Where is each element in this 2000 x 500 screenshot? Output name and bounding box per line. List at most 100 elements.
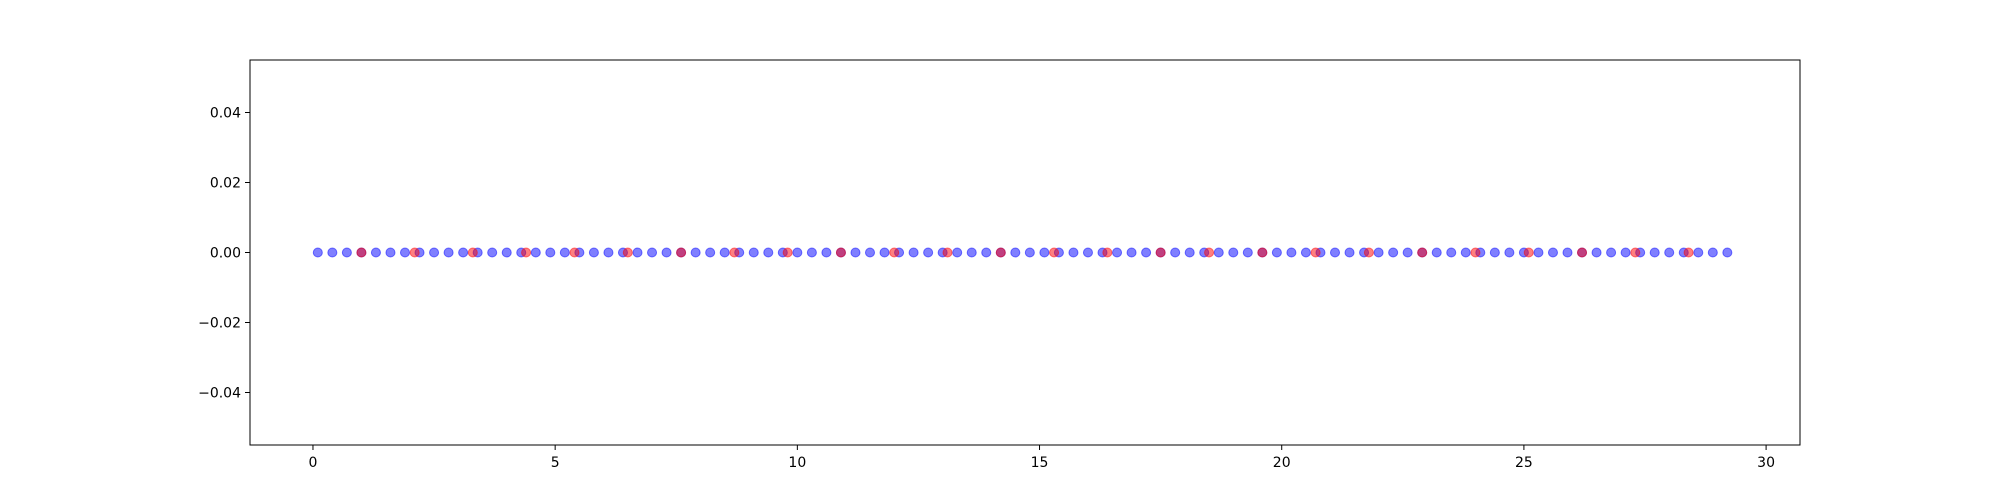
ticks-layer: 0 5 10 15 20 25 30 −0.04 −0.02 0.00 0.02 0.04 [198, 106, 1775, 472]
series-1-point-24 [1630, 247, 1641, 258]
series-0-point-41 [908, 247, 919, 258]
series-1-point-3 [521, 247, 532, 258]
series-1-point-22 [1523, 247, 1534, 258]
series-0-point-2 [341, 247, 352, 258]
series-0-point-79 [1460, 247, 1471, 258]
series-0-point-53 [1082, 247, 1093, 258]
series-1-point-15 [1155, 247, 1166, 258]
series-1-point-11 [942, 247, 953, 258]
series-0-point-33 [792, 247, 803, 258]
x-tick-label: 5 [551, 455, 560, 471]
series-1-point-19 [1363, 247, 1374, 258]
series-1-point-14 [1102, 247, 1113, 258]
series-1-point-16 [1204, 247, 1215, 258]
series-0-point-64 [1242, 247, 1253, 258]
series-1-point-12 [995, 247, 1006, 258]
series-0-point-24 [661, 247, 672, 258]
series-0-point-90 [1620, 247, 1631, 258]
y-tick-label: 0.02 [210, 176, 241, 192]
x-tick-label: 20 [1273, 455, 1291, 471]
y-tick-label: −0.02 [198, 316, 241, 332]
series-0-point-57 [1141, 247, 1152, 258]
series-0-point-88 [1591, 247, 1602, 258]
series-0-point-22 [632, 247, 643, 258]
series-1-point-0 [356, 247, 367, 258]
series-0-point-17 [559, 247, 570, 258]
series-0-point-30 [748, 247, 759, 258]
series-0-point-42 [923, 247, 934, 258]
series-0-point-27 [705, 247, 716, 258]
y-tick-label: −0.04 [198, 386, 241, 402]
series-0-point-73 [1373, 247, 1384, 258]
series-1-point-9 [835, 247, 846, 258]
series-0-point-71 [1344, 247, 1355, 258]
series-0-point-62 [1213, 247, 1224, 258]
series-0-point-35 [821, 247, 832, 258]
series-0-point-49 [1024, 247, 1035, 258]
series-1-point-8 [782, 247, 793, 258]
x-tick-label: 0 [309, 455, 318, 471]
series-0-point-28 [719, 247, 730, 258]
series-0-point-10 [458, 247, 469, 258]
points-layer [312, 247, 1733, 258]
series-0-point-12 [487, 247, 498, 258]
series-0-point-20 [603, 247, 614, 258]
series-0-point-8 [429, 247, 440, 258]
series-0-point-4 [370, 247, 381, 258]
series-0-point-63 [1228, 247, 1239, 258]
series-0-point-75 [1402, 247, 1413, 258]
series-0-point-68 [1300, 247, 1311, 258]
series-0-point-77 [1431, 247, 1442, 258]
series-0-point-66 [1271, 247, 1282, 258]
series-1-point-18 [1310, 247, 1321, 258]
series-1-point-5 [622, 247, 633, 258]
series-0-point-56 [1126, 247, 1137, 258]
series-0-point-13 [501, 247, 512, 258]
series-0-point-46 [981, 247, 992, 258]
series-1-point-4 [569, 247, 580, 258]
series-0-point-23 [647, 247, 658, 258]
series-0-point-74 [1388, 247, 1399, 258]
series-0-point-39 [879, 247, 890, 258]
series-0-point-96 [1707, 247, 1718, 258]
y-tick-label: 0.04 [210, 106, 241, 122]
series-0-point-15 [530, 247, 541, 258]
series-0-point-55 [1112, 247, 1123, 258]
series-0-point-82 [1504, 247, 1515, 258]
series-0-point-44 [952, 247, 963, 258]
series-1-point-13 [1049, 247, 1060, 258]
x-tick-label: 25 [1515, 455, 1533, 471]
series-0-point-59 [1170, 247, 1181, 258]
series-0-point-67 [1286, 247, 1297, 258]
series-0-point-92 [1649, 247, 1660, 258]
series-0-point-45 [966, 247, 977, 258]
series-1-point-23 [1577, 247, 1588, 258]
series-0-point-26 [690, 247, 701, 258]
x-tick-label: 30 [1757, 455, 1775, 471]
series-1-point-1 [409, 247, 420, 258]
series-0-point-60 [1184, 247, 1195, 258]
series-0-point-5 [385, 247, 396, 258]
series-0-point-1 [327, 247, 338, 258]
series-0-point-95 [1693, 247, 1704, 258]
series-0-point-78 [1446, 247, 1457, 258]
series-0-point-9 [443, 247, 454, 258]
series-0-point-34 [806, 247, 817, 258]
series-0-point-19 [588, 247, 599, 258]
series-0-point-86 [1562, 247, 1573, 258]
series-1-point-6 [676, 247, 687, 258]
series-0-point-37 [850, 247, 861, 258]
x-tick-label: 15 [1031, 455, 1049, 471]
series-0-point-50 [1039, 247, 1050, 258]
series-0-point-38 [865, 247, 875, 258]
series-0-point-89 [1606, 247, 1617, 258]
y-tick-label: 0.00 [210, 246, 241, 262]
series-0-point-81 [1489, 247, 1500, 258]
series-0-point-16 [545, 247, 556, 258]
series-1-point-2 [467, 247, 478, 258]
series-0-point-0 [312, 247, 323, 258]
series-0-point-6 [400, 247, 410, 258]
series-1-point-17 [1257, 247, 1268, 258]
